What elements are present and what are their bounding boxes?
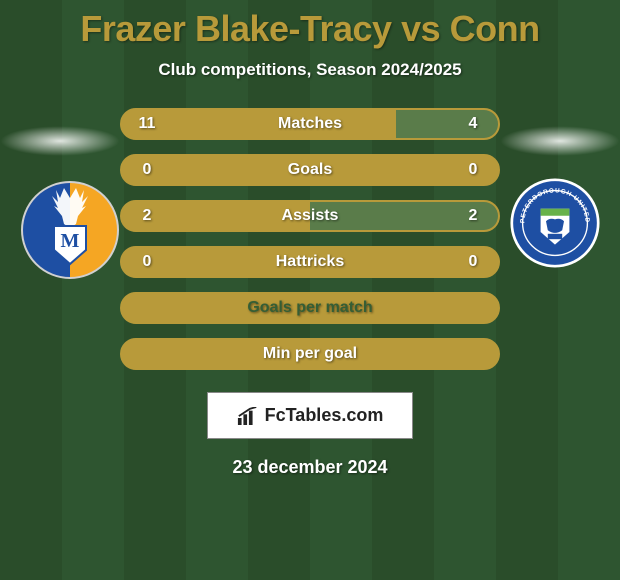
stat-value-right: 4 <box>448 115 498 133</box>
stat-value-left: 2 <box>122 207 172 225</box>
stat-value-left: 11 <box>122 115 172 133</box>
comparison-subtitle: Club competitions, Season 2024/2025 <box>0 60 620 80</box>
stat-label: Min per goal <box>172 345 448 363</box>
stat-row: Goals per match <box>120 292 500 324</box>
stat-row: 11Matches4 <box>120 108 500 140</box>
watermark-text: FcTables.com <box>265 405 384 426</box>
badge-shadow-right <box>500 126 620 156</box>
club-badge-right: PETERBOROUGH UNITED <box>510 178 600 268</box>
stat-row: Min per goal <box>120 338 500 370</box>
svg-text:M: M <box>61 230 80 252</box>
stat-value-right: 2 <box>448 207 498 225</box>
comparison-title: Frazer Blake-Tracy vs Conn <box>0 0 620 50</box>
stat-value-right: 0 <box>448 253 498 271</box>
stat-label: Assists <box>172 207 448 225</box>
stats-container: 11Matches40Goals02Assists20Hattricks0Goa… <box>120 108 500 370</box>
stat-label: Hattricks <box>172 253 448 271</box>
badge-shadow-left <box>0 126 120 156</box>
stat-value-right: 0 <box>448 161 498 179</box>
stat-label: Goals <box>172 161 448 179</box>
stat-row: 0Hattricks0 <box>120 246 500 278</box>
club-badge-left: M <box>20 180 120 280</box>
stat-label: Matches <box>172 115 448 133</box>
snapshot-date: 23 december 2024 <box>0 457 620 478</box>
watermark: FcTables.com <box>207 392 413 439</box>
stat-row: 0Goals0 <box>120 154 500 186</box>
stat-row: 2Assists2 <box>120 200 500 232</box>
stat-value-left: 0 <box>122 253 172 271</box>
stat-label: Goals per match <box>172 299 448 317</box>
chart-icon <box>237 407 259 425</box>
stat-value-left: 0 <box>122 161 172 179</box>
